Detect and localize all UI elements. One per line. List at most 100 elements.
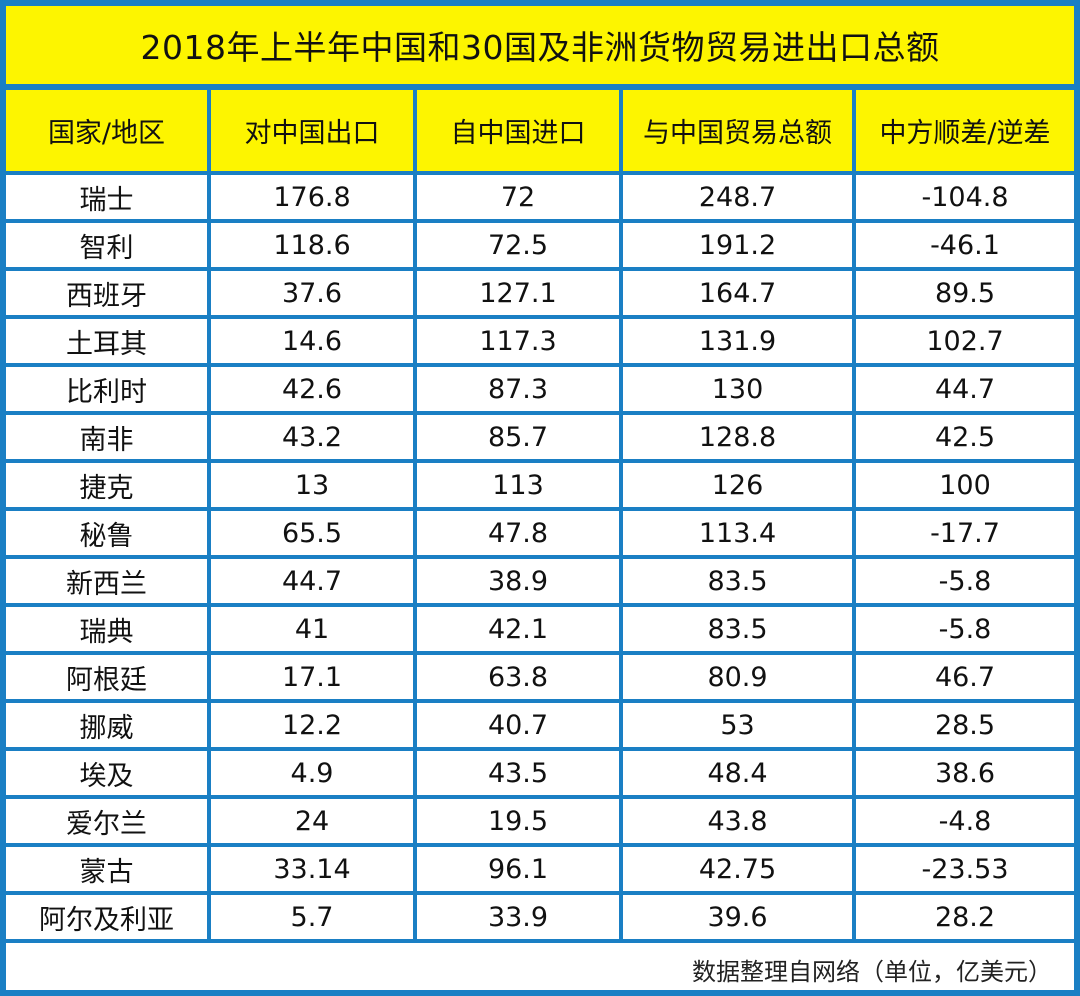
cell-country: 爱尔兰 [6,795,211,847]
cell-import: 72 [413,171,623,223]
cell-export: 4.9 [207,747,417,799]
table-row: 土耳其 14.6 117.3 131.9 102.7 [6,315,1074,367]
table-row: 南非 43.2 85.7 128.8 42.5 [6,411,1074,463]
cell-total: 53 [619,699,856,751]
cell-country: 蒙古 [6,843,211,895]
table-row: 蒙古 33.14 96.1 42.75 -23.53 [6,843,1074,895]
cell-total: 130 [619,363,856,415]
cell-balance: -4.8 [852,795,1074,847]
cell-country: 比利时 [6,363,211,415]
source-footnote: 数据整理自网络（单位，亿美元） [692,957,1052,986]
cell-balance: 46.7 [852,651,1074,703]
cell-total: 131.9 [619,315,856,367]
column-header-export: 对中国出口 [207,90,417,175]
table-row: 西班牙 37.6 127.1 164.7 89.5 [6,267,1074,319]
cell-export: 41 [207,603,417,655]
table-row: 阿根廷 17.1 63.8 80.9 46.7 [6,651,1074,703]
cell-total: 126 [619,459,856,511]
cell-import: 63.8 [413,651,623,703]
cell-balance: -104.8 [852,171,1074,223]
cell-import: 38.9 [413,555,623,607]
cell-country: 西班牙 [6,267,211,319]
cell-balance: -17.7 [852,507,1074,559]
cell-total: 43.8 [619,795,856,847]
cell-country: 新西兰 [6,555,211,607]
cell-country: 秘鲁 [6,507,211,559]
cell-country: 智利 [6,219,211,271]
cell-balance: 44.7 [852,363,1074,415]
cell-export: 42.6 [207,363,417,415]
cell-balance: 89.5 [852,267,1074,319]
header-row: 国家/地区 对中国出口 自中国进口 与中国贸易总额 中方顺差/逆差 [6,90,1074,175]
table-row: 捷克 13 113 126 100 [6,459,1074,511]
cell-country: 捷克 [6,459,211,511]
cell-import: 72.5 [413,219,623,271]
cell-balance: 42.5 [852,411,1074,463]
table-row: 阿尔及利亚 5.7 33.9 39.6 28.2 [6,891,1074,943]
cell-export: 14.6 [207,315,417,367]
cell-import: 40.7 [413,699,623,751]
cell-import: 42.1 [413,603,623,655]
trade-table: 国家/地区 对中国出口 自中国进口 与中国贸易总额 中方顺差/逆差 瑞士 176.… [6,90,1074,943]
cell-balance: -46.1 [852,219,1074,271]
column-header-total: 与中国贸易总额 [619,90,856,175]
cell-balance: 38.6 [852,747,1074,799]
cell-export: 43.2 [207,411,417,463]
cell-total: 42.75 [619,843,856,895]
table-row: 比利时 42.6 87.3 130 44.7 [6,363,1074,415]
cell-balance: -23.53 [852,843,1074,895]
cell-country: 瑞士 [6,171,211,223]
cell-total: 80.9 [619,651,856,703]
cell-total: 248.7 [619,171,856,223]
cell-export: 33.14 [207,843,417,895]
cell-country: 阿根廷 [6,651,211,703]
cell-balance: 28.2 [852,891,1074,943]
cell-import: 85.7 [413,411,623,463]
cell-export: 13 [207,459,417,511]
cell-country: 瑞典 [6,603,211,655]
cell-export: 24 [207,795,417,847]
cell-balance: 102.7 [852,315,1074,367]
cell-export: 44.7 [207,555,417,607]
cell-country: 阿尔及利亚 [6,891,211,943]
cell-export: 37.6 [207,267,417,319]
cell-total: 48.4 [619,747,856,799]
table-row: 爱尔兰 24 19.5 43.8 -4.8 [6,795,1074,847]
cell-import: 96.1 [413,843,623,895]
table-row: 瑞士 176.8 72 248.7 -104.8 [6,171,1074,223]
cell-export: 176.8 [207,171,417,223]
cell-balance: 100 [852,459,1074,511]
cell-total: 113.4 [619,507,856,559]
column-header-country: 国家/地区 [6,90,211,175]
cell-export: 5.7 [207,891,417,943]
table-row: 瑞典 41 42.1 83.5 -5.8 [6,603,1074,655]
cell-import: 113 [413,459,623,511]
cell-balance: 28.5 [852,699,1074,751]
table-row: 智利 118.6 72.5 191.2 -46.1 [6,219,1074,271]
table-row: 新西兰 44.7 38.9 83.5 -5.8 [6,555,1074,607]
cell-total: 83.5 [619,603,856,655]
cell-import: 87.3 [413,363,623,415]
cell-balance: -5.8 [852,603,1074,655]
cell-import: 127.1 [413,267,623,319]
cell-total: 83.5 [619,555,856,607]
cell-import: 47.8 [413,507,623,559]
table-row: 挪威 12.2 40.7 53 28.5 [6,699,1074,751]
cell-import: 117.3 [413,315,623,367]
cell-total: 164.7 [619,267,856,319]
cell-export: 17.1 [207,651,417,703]
cell-country: 挪威 [6,699,211,751]
cell-export: 65.5 [207,507,417,559]
cell-total: 128.8 [619,411,856,463]
cell-total: 191.2 [619,219,856,271]
cell-country: 南非 [6,411,211,463]
cell-export: 118.6 [207,219,417,271]
cell-import: 19.5 [413,795,623,847]
table-row: 埃及 4.9 43.5 48.4 38.6 [6,747,1074,799]
table-body: 瑞士 176.8 72 248.7 -104.8 智利 118.6 72.5 191.2 -46.… [6,171,1074,943]
cell-export: 12.2 [207,699,417,751]
cell-country: 埃及 [6,747,211,799]
column-header-import: 自中国进口 [413,90,623,175]
column-header-balance: 中方顺差/逆差 [852,90,1074,175]
